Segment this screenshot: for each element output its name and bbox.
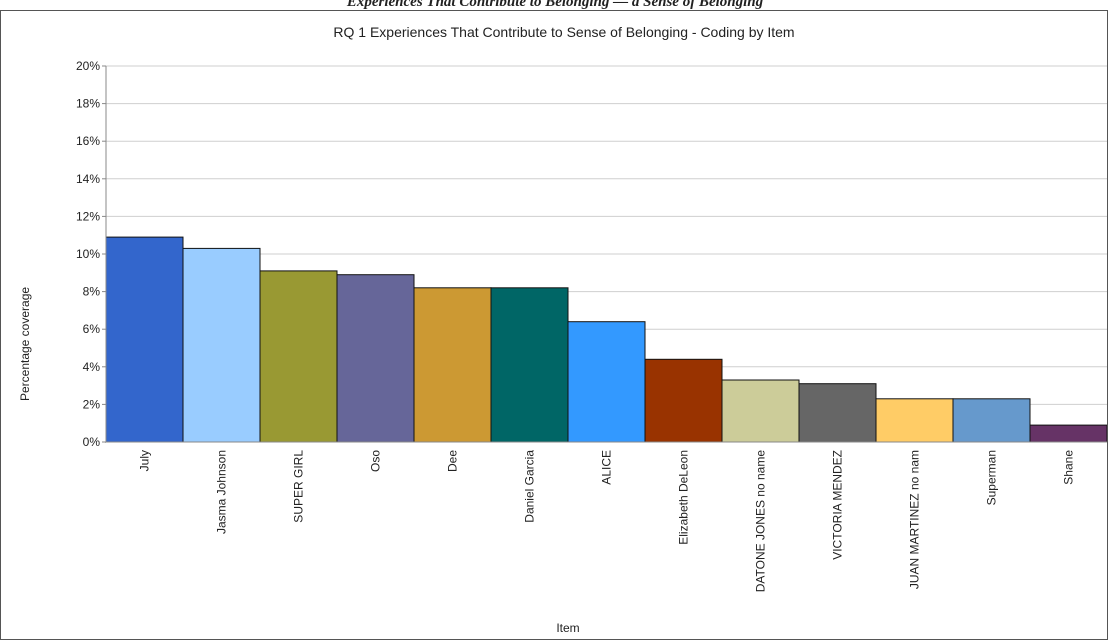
bar (259, 270, 338, 443)
y-tick-label: 20% (76, 59, 100, 73)
bar (490, 287, 569, 443)
y-axis-label: Percentage coverage (18, 287, 32, 401)
y-tick-label: 18% (76, 97, 100, 111)
x-tick-label: Jasma Johnson (215, 450, 229, 534)
x-tick-label: Elizabeth DeLeon (677, 450, 691, 545)
x-axis-ticks: July Jasma Johnson SUPER GIRL Oso Dee Daniel … (138, 450, 1076, 593)
document-caption: Experiences That Contribute to Belonging… (346, 0, 764, 10)
y-tick-label: 16% (76, 134, 100, 148)
bar (1029, 424, 1107, 443)
y-tick-label: 2% (83, 397, 101, 411)
bar (105, 236, 184, 443)
x-tick-label: Shane (1062, 450, 1076, 485)
y-tick-label: 6% (83, 322, 101, 336)
x-tick-label: VICTORIA MENDEZ (831, 450, 845, 560)
x-tick-label: Superman (985, 450, 999, 505)
x-tick-label: SUPER GIRL (292, 450, 306, 523)
y-tick-label: 10% (76, 247, 100, 261)
y-tick-label: 8% (83, 285, 101, 299)
y-tick-label: 14% (76, 172, 100, 186)
y-tick-label: 12% (76, 209, 100, 223)
x-tick-label: JUAN MARTINEZ no nam (908, 450, 922, 589)
x-tick-label: Oso (369, 450, 383, 472)
x-tick-label: ALICE (600, 450, 614, 485)
bar (952, 398, 1031, 443)
y-tick-label: 0% (83, 435, 101, 449)
bars (105, 236, 1107, 443)
x-axis-label: Item (556, 621, 579, 635)
bar (413, 287, 492, 443)
x-tick-label: Daniel Garcia (523, 450, 537, 523)
bar (182, 247, 261, 443)
chart-frame: RQ 1 Experiences That Contribute to Sens… (0, 10, 1108, 640)
bar-chart: RQ 1 Experiences That Contribute to Sens… (18, 24, 1107, 635)
y-tick-label: 4% (83, 360, 101, 374)
chart-title: RQ 1 Experiences That Contribute to Sens… (333, 24, 794, 40)
bar (567, 321, 646, 443)
x-tick-label: Dee (446, 450, 460, 472)
bar (798, 383, 877, 443)
bar (336, 274, 415, 443)
bar (875, 398, 954, 443)
bar (644, 358, 723, 443)
y-axis-ticks: 0% 2% 4% 6% 8% 10% 12% 14% 16% 18% 20% (76, 59, 106, 449)
bar (721, 379, 800, 443)
x-tick-label: July (138, 450, 152, 471)
x-tick-label: DATONE JONES no name (754, 450, 768, 593)
